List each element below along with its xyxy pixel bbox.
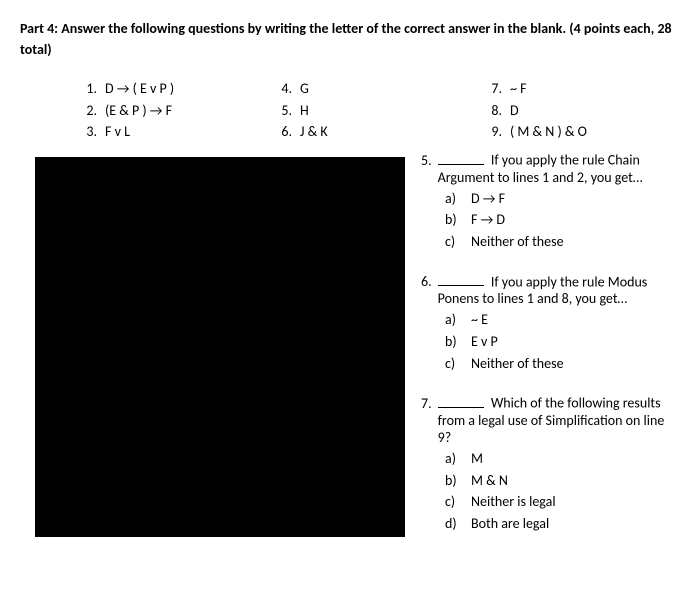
answer-blank[interactable] [438, 273, 484, 287]
choice-text: M & N [471, 470, 508, 492]
premise-num: 7. [480, 78, 502, 100]
choice-text: Both are legal [471, 513, 549, 535]
premise-num: 8. [480, 100, 502, 122]
choice-letter: a) [445, 309, 465, 331]
question-num: 6. [421, 273, 432, 290]
premises-block: 1. D → ( E v P ) 2. (E & P ) → F 3. F v L 4… [75, 78, 672, 143]
question-num: 7. [421, 395, 432, 412]
choice-text: Neither of these [471, 353, 564, 375]
choice-letter: d) [445, 513, 465, 535]
choice-text: Neither of these [471, 231, 564, 253]
premise-text: J & K [300, 121, 328, 143]
question-5: 5. If you apply the rule Chain Argument … [421, 151, 672, 253]
premise-text: H [300, 100, 309, 122]
premise-text: ( M & N ) & O [510, 121, 587, 143]
choice-text: Neither is legal [471, 491, 556, 513]
choice-letter: b) [445, 470, 465, 492]
premise-text: F v L [105, 121, 130, 143]
choice-text: M [471, 448, 483, 470]
choice-letter: c) [445, 353, 465, 375]
premise-text: ~ F [510, 78, 527, 100]
premise-num: 3. [75, 121, 97, 143]
premise-num: 1. [75, 78, 97, 100]
premise-text: D [510, 100, 519, 122]
premise-num: 5. [270, 100, 292, 122]
premise-text: G [300, 78, 309, 100]
premise-num: 2. [75, 100, 97, 122]
choice-letter: b) [445, 209, 465, 231]
choice-letter: a) [445, 448, 465, 470]
redacted-region [35, 157, 405, 537]
choice-text: E v P [471, 331, 498, 353]
choice-letter: b) [445, 331, 465, 353]
choice-letter: a) [445, 188, 465, 210]
premise-num: 9. [480, 121, 502, 143]
premise-text: (E & P ) → F [105, 100, 172, 122]
question-6: 6. If you apply the rule Modus Ponens to… [421, 273, 672, 375]
premise-num: 6. [270, 121, 292, 143]
choice-text: ~ E [471, 309, 488, 331]
premise-text: D → ( E v P ) [105, 78, 174, 100]
question-num: 5. [421, 152, 432, 169]
part-header: Part 4: Answer the following questions b… [20, 18, 672, 60]
answer-blank[interactable] [438, 394, 484, 408]
choice-letter: c) [445, 231, 465, 253]
answer-blank[interactable] [438, 151, 484, 165]
choice-text: D → F [471, 188, 505, 210]
questions-column: 5. If you apply the rule Chain Argument … [421, 151, 672, 555]
choice-text: F → D [471, 209, 505, 231]
choice-letter: c) [445, 491, 465, 513]
question-7: 7. Which of the following results from a… [421, 394, 672, 534]
premise-num: 4. [270, 78, 292, 100]
